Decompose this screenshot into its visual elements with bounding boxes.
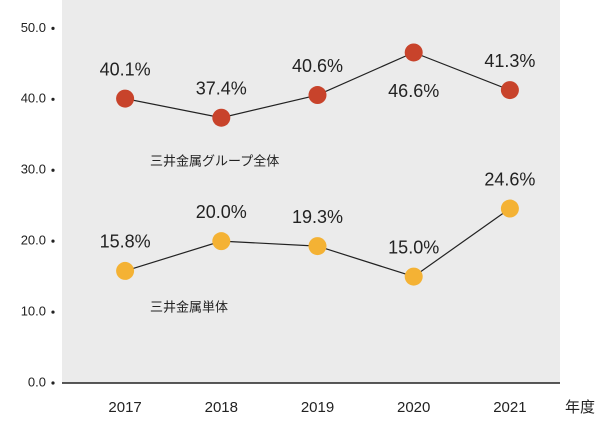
y-tick-label: 40.0 [21, 91, 46, 106]
data-label: 40.6% [292, 56, 343, 76]
data-point [212, 232, 231, 251]
data-label: 46.6% [388, 81, 439, 101]
data-point [308, 86, 327, 105]
y-tick-mark [51, 26, 55, 30]
x-tick-label: 2019 [301, 399, 334, 416]
data-label: 20.0% [196, 202, 247, 222]
data-point [500, 199, 519, 218]
data-point [212, 108, 231, 127]
x-tick-label: 2017 [108, 399, 141, 416]
data-label: 19.3% [292, 207, 343, 227]
series-label: 三井金属単体 [150, 299, 228, 314]
data-label: 15.8% [100, 232, 151, 252]
y-tick-label: 0.0 [28, 374, 46, 389]
data-point [308, 237, 327, 256]
y-tick-mark [51, 239, 55, 243]
x-axis-label: 年度 [565, 399, 595, 416]
y-tick-mark [51, 381, 55, 385]
y-tick-label: 30.0 [21, 162, 46, 177]
data-point [404, 267, 423, 286]
x-tick-label: 2021 [493, 399, 526, 416]
y-tick-label: 50.0 [21, 20, 46, 35]
data-point [500, 81, 519, 100]
x-tick-label: 2020 [397, 399, 430, 416]
data-label: 41.3% [484, 51, 535, 71]
data-label: 37.4% [196, 78, 247, 98]
data-point [404, 43, 423, 62]
y-tick-mark [51, 97, 55, 101]
series-label: 三井金属グループ全体 [150, 153, 279, 168]
data-label: 24.6% [484, 169, 535, 189]
data-label: 15.0% [388, 237, 439, 257]
plot-background [62, 0, 560, 383]
y-tick-mark [51, 310, 55, 314]
data-label: 40.1% [100, 59, 151, 79]
x-tick-label: 2018 [205, 399, 238, 416]
data-point [116, 89, 135, 108]
y-tick-label: 20.0 [21, 233, 46, 248]
data-point [116, 261, 135, 280]
y-tick-mark [51, 168, 55, 172]
y-tick-label: 10.0 [21, 304, 46, 319]
